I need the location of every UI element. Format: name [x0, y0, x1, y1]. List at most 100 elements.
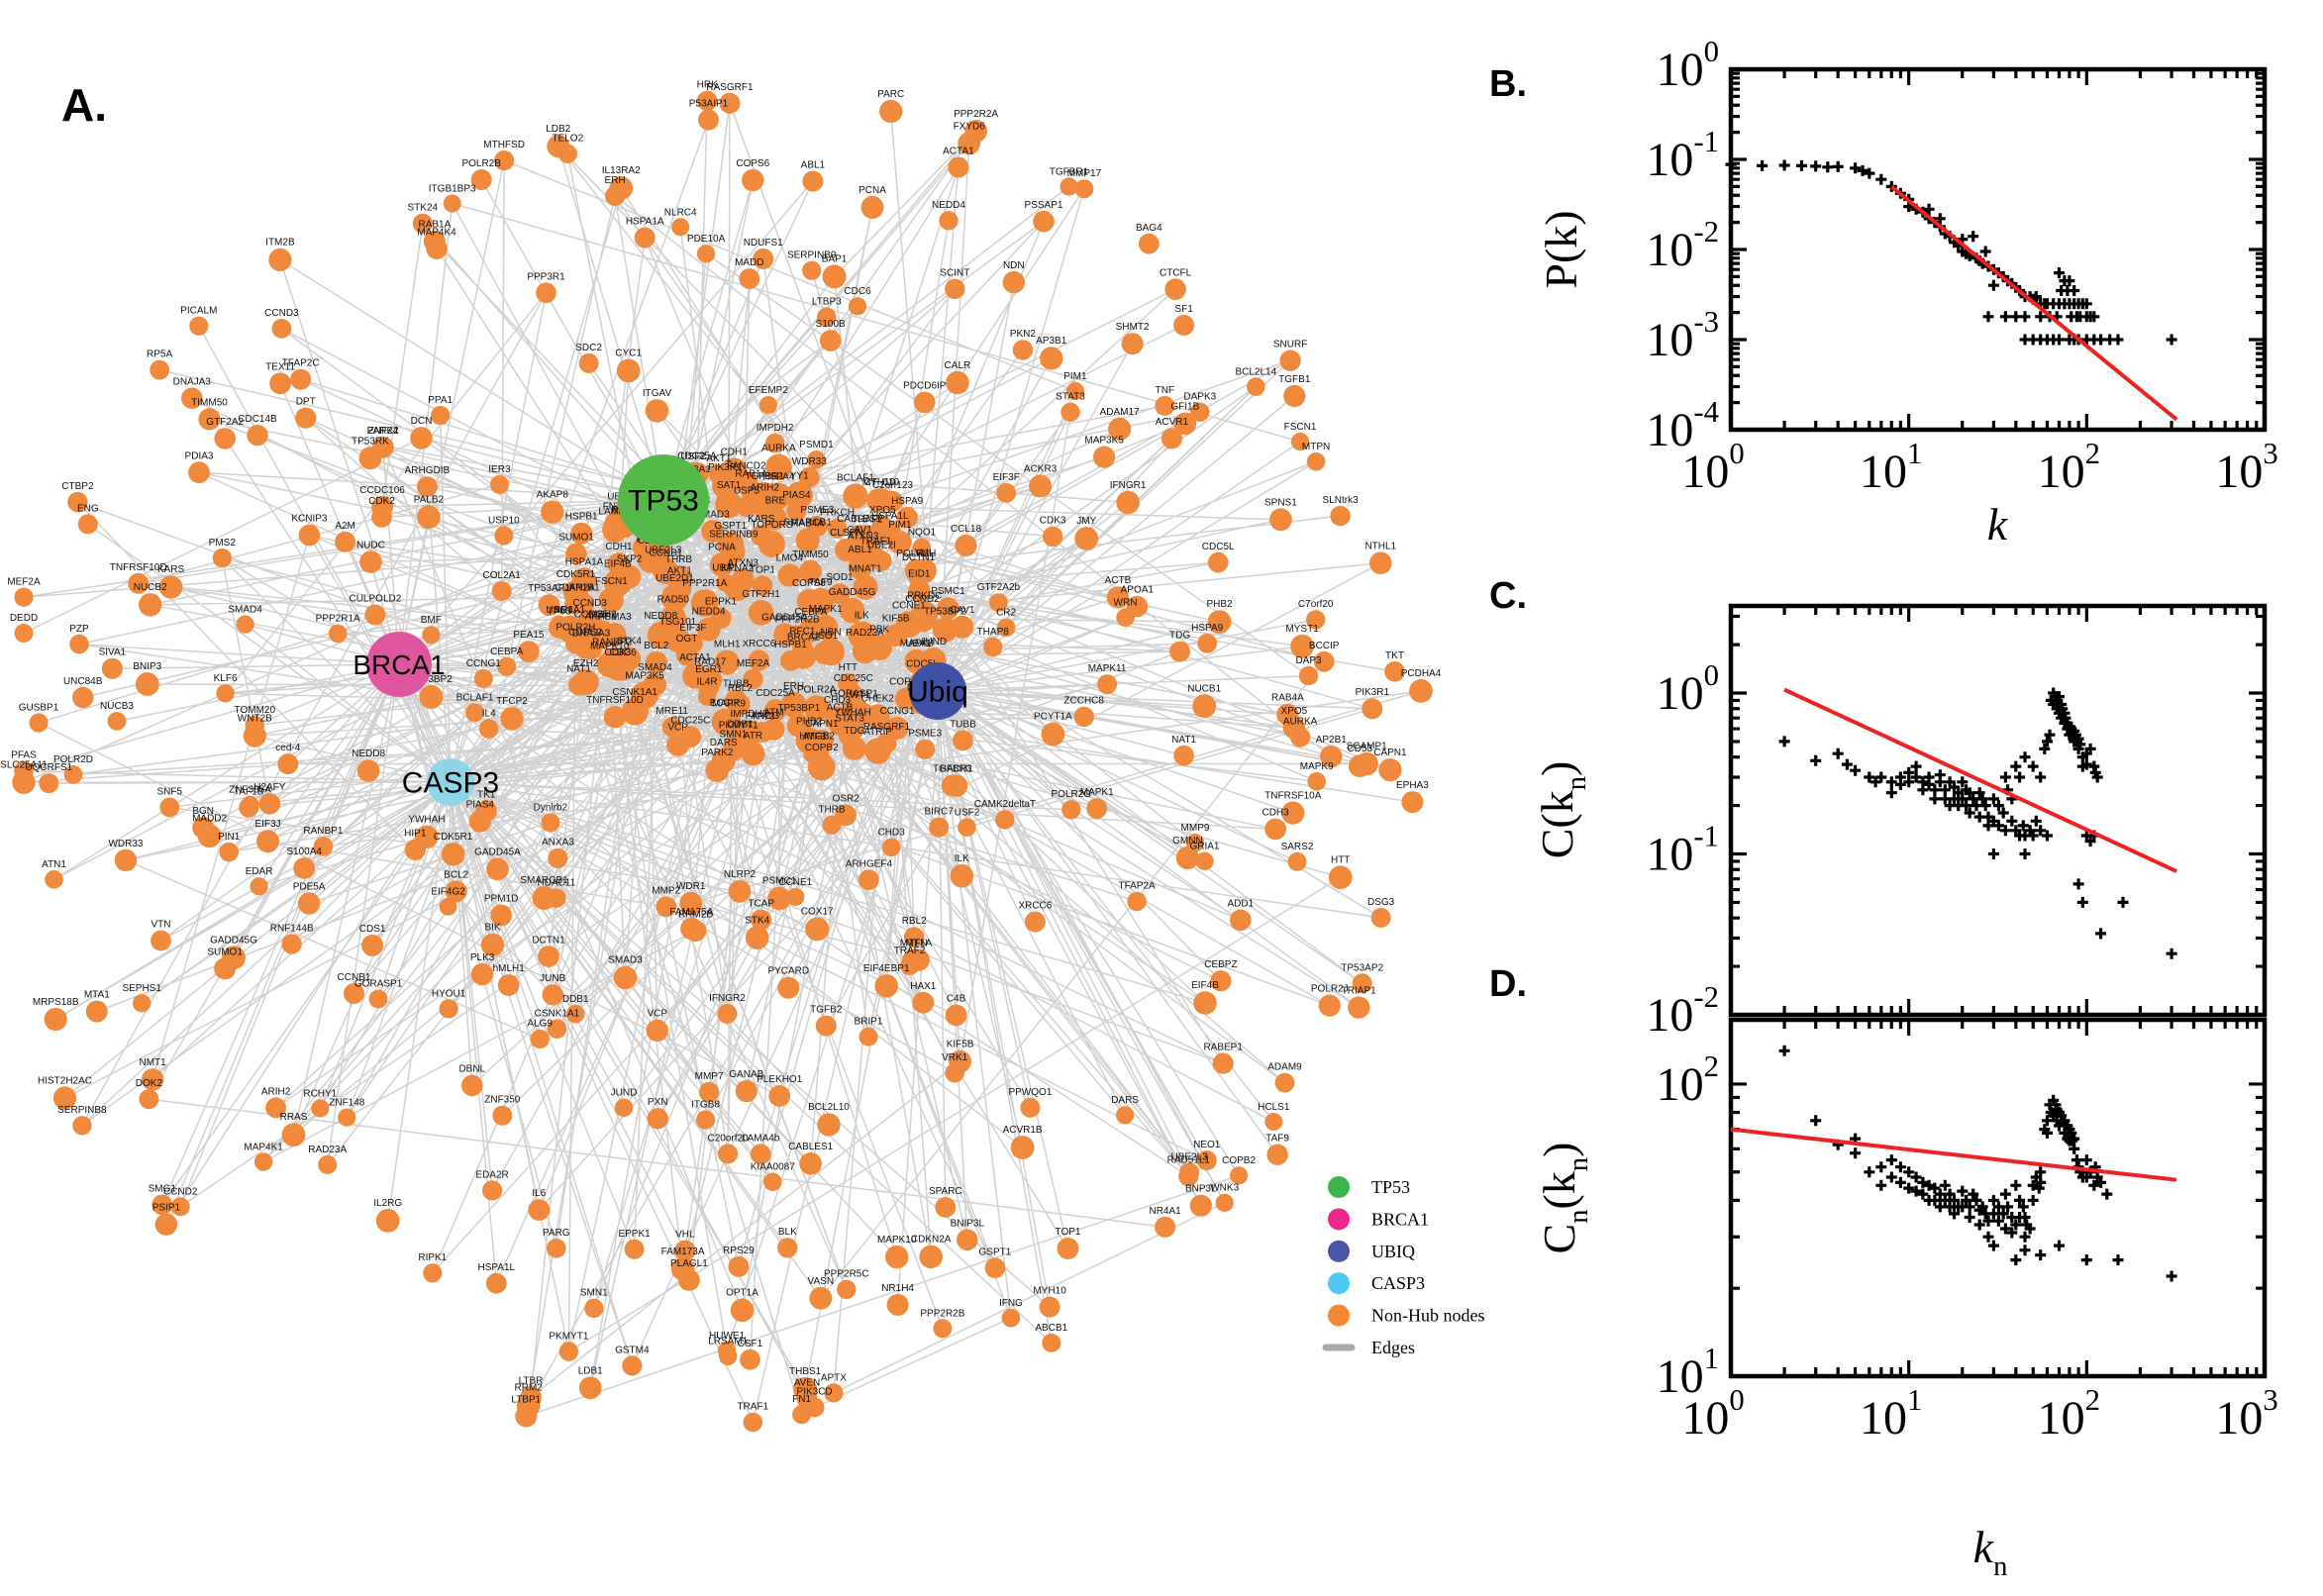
gene-label: RAD23A	[846, 628, 884, 639]
gene-label: ACTA1	[679, 652, 711, 663]
gene-node	[318, 1154, 338, 1174]
gene-node	[295, 407, 317, 429]
gene-node	[335, 531, 356, 552]
gene-label: PDE5A	[293, 881, 326, 892]
gene-label: ADAM9	[1267, 1062, 1302, 1073]
gene-node	[443, 194, 461, 213]
gene-label: USP5	[734, 485, 760, 496]
gene-label: HSPA9	[1191, 623, 1223, 634]
gene-label: CALR	[945, 360, 971, 371]
gene-node	[793, 1377, 818, 1401]
gene-node	[1190, 402, 1210, 422]
gene-node	[983, 637, 1003, 657]
panel-d-y-axis-label: Cn(kn)	[1534, 1143, 1594, 1254]
gene-node	[885, 716, 909, 740]
gene-node	[813, 615, 839, 641]
gene-node	[815, 1015, 837, 1037]
gene-node	[631, 681, 658, 710]
gene-label: ITGB1BP3	[429, 183, 476, 194]
gene-node	[371, 507, 392, 528]
gene-label: JUNB	[540, 973, 565, 984]
gene-label: CAPN1	[1373, 748, 1407, 758]
gene-node	[743, 668, 763, 690]
gene-label: LDB1	[578, 1365, 603, 1376]
gene-label: SMARCB1	[520, 875, 568, 886]
panel-b-y-axis-label: P(k)	[1536, 210, 1586, 288]
gene-node	[1384, 661, 1405, 682]
gene-label: CDC25C	[834, 673, 873, 684]
gene-node	[268, 248, 292, 271]
gene-label: PDE10A	[687, 234, 726, 245]
gene-node	[572, 668, 599, 696]
gene-label: SMG1	[149, 1184, 177, 1195]
gene-label: PRKCH	[820, 508, 855, 519]
gene-label: BNP3L	[1185, 1184, 1217, 1195]
gene-node	[1173, 314, 1195, 336]
gene-node	[748, 649, 770, 671]
gene-node	[14, 624, 34, 643]
gene-label: TP53BP1	[777, 703, 820, 714]
gene-node	[1195, 851, 1214, 870]
gene-node	[904, 558, 928, 582]
gene-node	[189, 316, 209, 336]
gene-label: MAP4K1	[244, 1142, 283, 1152]
gene-node	[697, 687, 717, 706]
gene-node	[748, 600, 774, 626]
gene-node	[1073, 706, 1094, 728]
gene-label: ACVR1	[1156, 417, 1189, 428]
gene-node	[1279, 349, 1301, 371]
gene-label: POLR2A	[797, 684, 837, 695]
gene-node	[822, 815, 842, 835]
gene-node	[419, 685, 444, 709]
gene-label: NLRP2	[724, 869, 757, 880]
gene-label: CDC25A	[677, 451, 717, 462]
gene-label: MAPK1	[1080, 787, 1114, 798]
gene-label: A2M	[335, 521, 355, 532]
gene-node	[752, 575, 773, 596]
gene-label: APOA1	[1121, 585, 1155, 596]
gene-label: LAMA4	[598, 507, 631, 518]
gene-label: NR4A1	[554, 605, 586, 616]
gene-node	[1093, 446, 1116, 468]
gene-node	[950, 863, 974, 888]
gene-label: SKP2	[617, 554, 643, 565]
gene-label: ACTA1	[943, 146, 974, 156]
gene-node	[680, 917, 703, 941]
gene-label: FAM173A	[661, 1247, 705, 1257]
gene-node	[1138, 233, 1160, 254]
gene-node	[29, 713, 49, 733]
gene-label: TFAP2A	[1118, 881, 1156, 892]
gene-label: CCDC106	[359, 485, 405, 496]
gene-label: TAF9	[1265, 1133, 1289, 1144]
gene-label: KIF5B	[947, 1040, 974, 1050]
gene-label: PKN2	[1010, 329, 1037, 340]
gene-label: USO1	[811, 631, 839, 642]
gene-label: BCL2L14	[1235, 366, 1276, 377]
gene-node	[1010, 1136, 1035, 1159]
gene-label: MTPN	[1302, 442, 1330, 452]
gene-node	[839, 597, 865, 624]
gene-label: PXN	[648, 1097, 668, 1108]
gene-node	[802, 170, 824, 192]
panel-d-plot-box	[1728, 1017, 2268, 1379]
gene-label: KIF5B	[882, 613, 910, 624]
gene-label: IMPDH2	[757, 423, 794, 434]
gene-label: PDIA3	[185, 450, 214, 461]
gene-node	[710, 607, 732, 629]
gene-label: HSPA1A	[565, 556, 604, 567]
gene-label: CDC14B	[238, 414, 277, 425]
gene-label: Dynlrb2	[534, 803, 568, 814]
axis-tick-label: 10-2	[1646, 980, 1719, 1042]
gene-label: GFI1B	[1170, 402, 1199, 413]
gene-node	[422, 626, 441, 645]
gene-label: ced-4	[275, 743, 300, 753]
gene-node	[946, 370, 969, 395]
gene-label: TFCP2	[496, 696, 528, 707]
gene-label: PHB2	[796, 717, 823, 728]
gene-node	[1065, 381, 1084, 400]
gene-label: ZNF350	[484, 1095, 521, 1106]
gene-label: SIVA1	[99, 648, 127, 658]
gene-label: OPT1A	[726, 1288, 758, 1299]
gene-label: EGR1	[695, 664, 723, 675]
gene-label: SARS2	[1281, 842, 1314, 852]
